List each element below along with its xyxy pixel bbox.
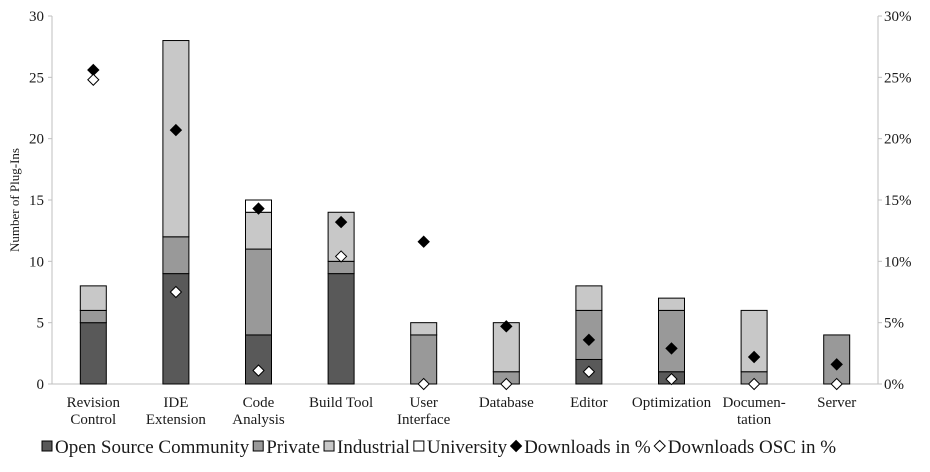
x-category-label: tation	[737, 412, 772, 428]
downloads-marker	[830, 358, 843, 371]
bars-layer	[79, 40, 851, 385]
y2-tick-label: 15%	[884, 193, 912, 209]
bar-segment-private	[79, 309, 107, 324]
y2-tick-label: 20%	[884, 132, 912, 148]
downloads-marker	[417, 235, 430, 248]
downloads-osc-marker	[582, 365, 596, 378]
y-tick-label: 25	[29, 70, 44, 86]
x-category-label: Database	[479, 395, 534, 411]
x-category-label: Code	[243, 395, 275, 411]
bar-segment-open-source-community	[79, 322, 107, 385]
y2-tick-label: 0%	[884, 377, 904, 393]
downloads-marker	[500, 320, 513, 333]
x-category-label: Analysis	[232, 412, 285, 428]
legend-label: Downloads in %	[524, 437, 651, 458]
legend-open-diamond	[653, 439, 666, 453]
bar-segment-industrial	[410, 322, 438, 336]
downloads-marker	[582, 333, 596, 347]
bar-segment-private	[658, 309, 685, 373]
downloads-osc-marker	[417, 377, 430, 391]
bar-segment-industrial	[658, 297, 685, 311]
downloads-osc-marker	[169, 285, 183, 299]
legend-swatch	[413, 440, 425, 452]
y2-tick-label: 5%	[884, 316, 904, 332]
y-tick-label: 30	[29, 9, 44, 25]
y-tick-label: 0	[37, 377, 45, 393]
x-category-label: Extension	[146, 412, 206, 428]
downloads-marker	[169, 123, 183, 137]
downloads-marker	[747, 350, 761, 364]
legend-swatch	[252, 440, 264, 452]
x-category-label: Server	[817, 395, 856, 411]
y-tick-label: 5	[37, 316, 45, 332]
bar-segment-private	[162, 236, 190, 275]
bar-segment-private	[245, 248, 272, 336]
legend: Open Source Community Private Industrial Un…	[41, 437, 837, 458]
downloads-osc-marker	[87, 73, 100, 86]
bar-segment-industrial	[245, 211, 272, 250]
legend-label: Industrial	[337, 437, 410, 458]
bar-segment-industrial	[79, 285, 107, 311]
bar-segment-open-source-community	[327, 273, 355, 385]
downloads-osc-marker	[500, 377, 513, 391]
legend-filled-diamond	[509, 439, 523, 453]
y2-tick-label: 30%	[884, 9, 912, 25]
x-category-label: Build Tool	[309, 395, 373, 411]
legend-label: Private	[266, 437, 320, 458]
legend-swatch	[323, 440, 335, 452]
downloads-osc-marker	[252, 364, 265, 377]
y-tick-label: 10	[29, 254, 44, 270]
legend-label: Open Source Community	[55, 437, 250, 458]
downloads-marker	[334, 215, 348, 229]
y-axis-title: Number of Plug-Ins	[7, 148, 22, 252]
axes-layer	[48, 15, 882, 385]
labels-layer: 0510152025300%5%10%15%20%25%30%RevisionC…	[29, 9, 912, 428]
legend-label: University	[427, 437, 508, 458]
x-category-label: Documen-	[722, 395, 785, 411]
x-category-label: Interface	[397, 412, 451, 428]
bar-segment-industrial	[575, 285, 603, 311]
y2-tick-label: 10%	[884, 254, 912, 270]
downloads-osc-marker	[334, 250, 348, 263]
bar-segment-industrial	[162, 40, 190, 238]
legend-label: Downloads OSC in %	[668, 437, 837, 458]
x-category-label: IDE	[163, 395, 188, 411]
downloads-osc-marker	[830, 377, 843, 391]
bar-segment-private	[410, 334, 438, 385]
bar-segment-private	[327, 260, 355, 275]
x-category-label: User	[410, 395, 438, 411]
markers-layer	[87, 63, 843, 391]
y-tick-label: 15	[29, 193, 44, 209]
x-category-label: Control	[70, 412, 116, 428]
legend-swatch	[41, 440, 53, 452]
x-category-label: Revision	[67, 395, 121, 411]
y-tick-label: 20	[29, 132, 44, 148]
downloads-osc-marker	[665, 372, 678, 386]
downloads-osc-marker	[747, 377, 761, 391]
x-category-label: Editor	[570, 395, 608, 411]
downloads-marker	[252, 202, 265, 215]
y2-tick-label: 25%	[884, 70, 912, 86]
downloads-marker	[665, 342, 678, 355]
x-category-label: Optimization	[632, 395, 712, 411]
